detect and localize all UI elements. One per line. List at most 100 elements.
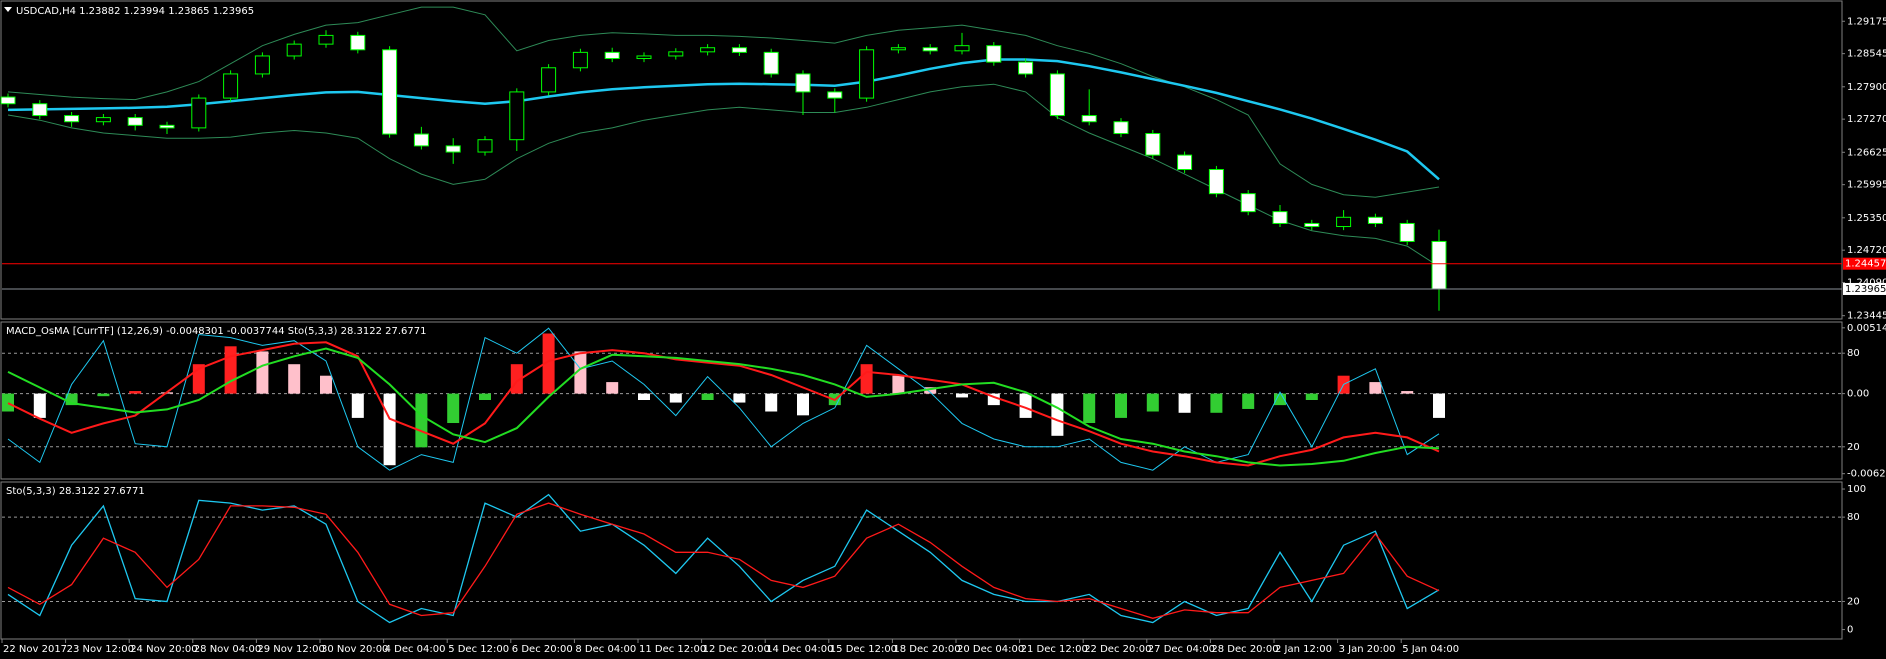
price-level-box xyxy=(1843,282,1886,295)
price-level-box xyxy=(1843,257,1886,270)
indicator-line xyxy=(7,83,1440,268)
x-tick-label: 24 Nov 20:00 xyxy=(130,644,197,655)
candle-body xyxy=(572,51,588,69)
pane-title: MACD_OsMA [CurrTF] (12,26,9) -0.0048301 … xyxy=(6,326,427,337)
candle-body xyxy=(350,34,366,51)
histogram-bar xyxy=(606,382,619,394)
candle-body xyxy=(318,34,334,45)
candle-body xyxy=(382,49,398,135)
x-tick-label: 28 Dec 20:00 xyxy=(1211,644,1278,655)
candle-body xyxy=(636,55,652,60)
macd-pane xyxy=(0,321,1843,480)
histogram-bar xyxy=(1178,393,1191,413)
histogram-bar xyxy=(1210,393,1223,413)
histogram-bar xyxy=(447,393,460,424)
pane-title: USDCAD,H4 1.23882 1.23994 1.23865 1.2396… xyxy=(16,6,254,17)
y-tick-label: 1.28545 xyxy=(1847,49,1886,60)
candle-body xyxy=(1081,115,1097,123)
histogram-bar xyxy=(1051,393,1064,436)
candle-body xyxy=(668,51,684,57)
x-tick-label: 12 Dec 20:00 xyxy=(703,644,770,655)
histogram-bar xyxy=(733,393,746,403)
y-tick-label: 0.005145 xyxy=(1847,323,1886,334)
y-tick-label: 80 xyxy=(1847,512,1860,523)
x-tick-label: 27 Dec 04:00 xyxy=(1148,644,1215,655)
pane-title: Sto(5,3,3) 28.3122 27.6771 xyxy=(6,486,145,497)
x-tick-label: 29 Nov 12:00 xyxy=(257,644,324,655)
candle-body xyxy=(509,91,525,141)
candle-body xyxy=(159,124,175,129)
histogram-bar xyxy=(956,393,968,398)
x-tick-label: 22 Nov 2017 xyxy=(3,644,67,655)
y-tick-label: 1.27270 xyxy=(1847,114,1886,125)
candle-body xyxy=(1399,222,1415,242)
x-tick-label: 3 Jan 20:00 xyxy=(1339,644,1396,655)
indicator-line xyxy=(7,6,1440,198)
x-tick-label: 22 Dec 20:00 xyxy=(1084,644,1151,655)
candle-body xyxy=(1367,216,1383,224)
candle-body xyxy=(32,103,48,117)
y-tick-label: 1.23445 xyxy=(1847,311,1886,322)
candle-body xyxy=(477,139,493,153)
x-tick-label: 21 Dec 12:00 xyxy=(1021,644,1088,655)
pane-menu-arrow[interactable] xyxy=(4,7,12,12)
candle-body xyxy=(1240,193,1256,213)
x-tick-label: 4 Dec 04:00 xyxy=(385,644,446,655)
indicator-line xyxy=(7,347,1440,467)
histogram-bar xyxy=(860,364,873,394)
y-tick-label: 1.26625 xyxy=(1847,147,1886,158)
histogram-bar xyxy=(669,393,682,403)
histogram-bar xyxy=(987,393,1000,406)
candle-body xyxy=(1272,211,1288,224)
histogram-bar xyxy=(224,346,237,394)
histogram-bar xyxy=(320,375,332,394)
candle-body xyxy=(1208,169,1224,195)
histogram-bar xyxy=(1115,393,1127,418)
candle-body xyxy=(127,117,143,126)
candle-body xyxy=(922,47,938,52)
histogram-bar xyxy=(892,375,905,394)
y-tick-label: -0.006262 xyxy=(1847,469,1886,480)
candle-body xyxy=(541,67,557,93)
candle-body xyxy=(604,51,620,60)
candle-body xyxy=(1177,154,1193,171)
candle-body xyxy=(223,73,239,99)
histogram-bar xyxy=(638,393,650,400)
candle-body xyxy=(1113,121,1129,135)
candle-body xyxy=(859,49,875,99)
x-tick-label: 15 Dec 12:00 xyxy=(830,644,897,655)
y-tick-label: 1.29175 xyxy=(1847,16,1886,27)
y-tick-label: 1.25995 xyxy=(1847,180,1886,191)
candle-body xyxy=(64,115,80,123)
price-level-label: 1.24457 xyxy=(1845,259,1886,270)
candle-body xyxy=(700,47,716,53)
histogram-bar xyxy=(1146,393,1159,412)
x-tick-label: 5 Dec 12:00 xyxy=(448,644,509,655)
candle-body xyxy=(795,73,811,93)
histogram-bar xyxy=(542,333,555,394)
histogram-bar xyxy=(288,364,301,394)
histogram-bar xyxy=(1083,393,1096,424)
indicator-line xyxy=(7,493,1440,624)
histogram-bar xyxy=(129,391,142,394)
histogram-bar xyxy=(1401,391,1414,394)
candle-body xyxy=(890,47,906,51)
y-tick-label: 20 xyxy=(1847,596,1860,607)
candle-body xyxy=(445,145,461,153)
y-tick-label: 1.25350 xyxy=(1847,213,1886,224)
x-tick-label: 14 Dec 04:00 xyxy=(766,644,833,655)
candle-body xyxy=(95,117,111,123)
histogram-bar xyxy=(2,393,14,412)
candle-body xyxy=(1304,222,1320,228)
candle-body xyxy=(1145,133,1161,156)
candle-body xyxy=(986,45,1002,63)
x-tick-label: 8 Dec 04:00 xyxy=(575,644,636,655)
y-tick-label: 80 xyxy=(1847,348,1860,359)
price-level-label: 1.23965 xyxy=(1845,284,1886,295)
y-tick-label: 100 xyxy=(1847,484,1866,495)
histogram-bar xyxy=(65,393,78,406)
histogram-bar xyxy=(1242,393,1255,409)
histogram-bar xyxy=(33,393,46,418)
